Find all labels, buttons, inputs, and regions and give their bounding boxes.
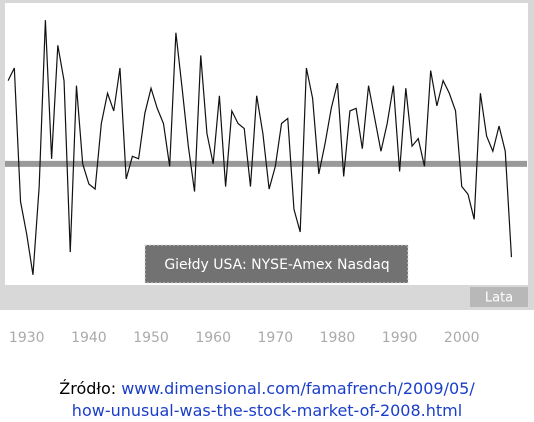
source-link[interactable]: www.dimensional.com/famafrench/2009/05/ xyxy=(121,379,475,398)
x-tick-label: 1950 xyxy=(133,330,169,346)
plot-area xyxy=(5,3,528,285)
line xyxy=(7,20,513,275)
annotation: Giełdy USA: NYSE-Amex Nasdaq xyxy=(164,257,389,273)
x-tick-label: 1960 xyxy=(195,330,231,346)
source-link[interactable]: how-unusual-was-the-stock-market-of-2008… xyxy=(71,401,463,420)
x-tick-label: 1990 xyxy=(382,330,418,346)
x-tick-label: 1940 xyxy=(71,330,107,346)
chart: Lata 1930 1940 1950 1960 1970 1980 1990 2000 Gie… xyxy=(0,0,534,346)
source-label: Źródło: xyxy=(59,379,122,398)
annotation-box xyxy=(144,244,409,284)
x-tick-label: 1930 xyxy=(9,330,45,346)
x-tick-label: 2000 xyxy=(444,330,480,346)
x-label-box xyxy=(470,287,528,307)
x-tick-label: 1980 xyxy=(320,330,356,346)
source: Źródło: www.dimensional.com/famafrench/2… xyxy=(0,378,534,422)
x-tick-label: 1970 xyxy=(258,330,294,346)
x-axis-label: Lata xyxy=(485,291,513,306)
